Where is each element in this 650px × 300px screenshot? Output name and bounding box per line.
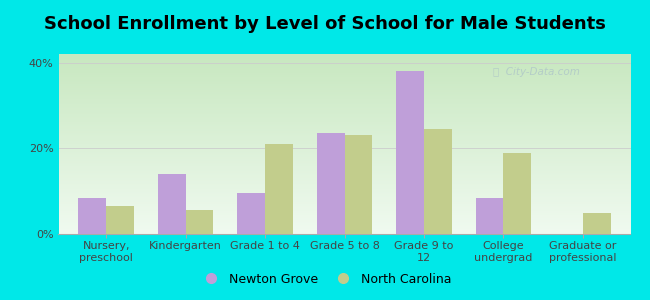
Bar bbox=[424, 129, 452, 234]
Bar bbox=[503, 153, 531, 234]
Bar bbox=[476, 198, 503, 234]
Bar bbox=[344, 135, 372, 234]
Text: School Enrollment by Level of School for Male Students: School Enrollment by Level of School for… bbox=[44, 15, 606, 33]
Bar bbox=[158, 174, 186, 234]
Bar bbox=[317, 133, 345, 234]
Bar bbox=[106, 206, 134, 234]
Bar bbox=[265, 144, 293, 234]
Bar bbox=[583, 213, 610, 234]
Bar bbox=[79, 198, 106, 234]
Text: ⓘ  City-Data.com: ⓘ City-Data.com bbox=[493, 67, 580, 76]
Legend: Newton Grove, North Carolina: Newton Grove, North Carolina bbox=[194, 268, 456, 291]
Bar bbox=[396, 71, 424, 234]
Bar bbox=[186, 210, 213, 234]
Bar bbox=[237, 193, 265, 234]
